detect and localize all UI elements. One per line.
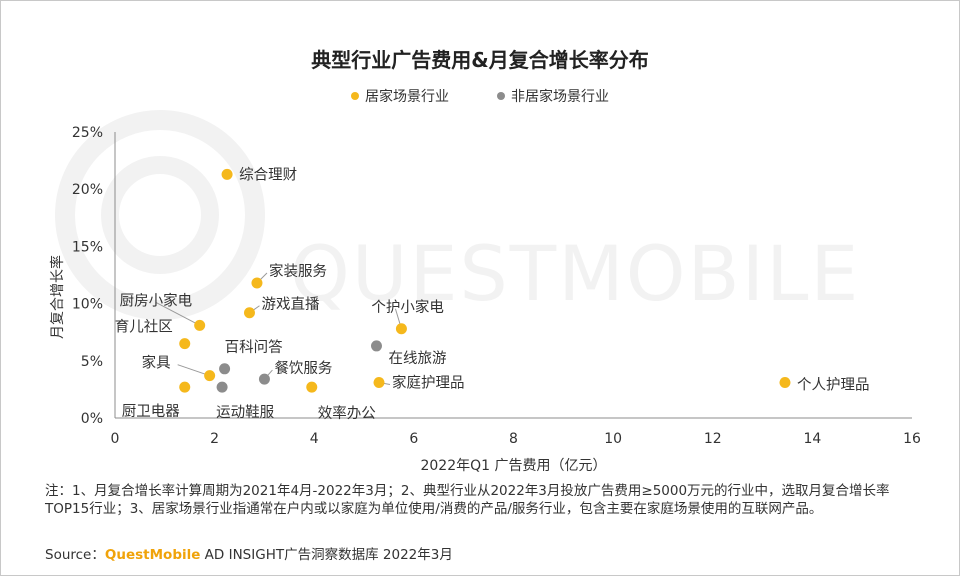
x-tick-label: 16 xyxy=(903,431,921,447)
data-label: 在线旅游 xyxy=(389,350,447,367)
source-prefix: Source： xyxy=(45,547,105,563)
leader-line xyxy=(155,301,200,326)
data-point xyxy=(216,381,228,393)
legend-label-home: 居家场景行业 xyxy=(365,89,449,105)
data-point xyxy=(779,377,791,389)
chart-axes: 0 2 4 6 8 10 12 14 16 0% 5% 10% 15% 20% 25% 2022年Q1 广告费… xyxy=(49,125,921,474)
data-point xyxy=(219,363,231,375)
x-tick-label: 2 xyxy=(210,431,219,447)
data-label: 百科问答 xyxy=(225,339,283,356)
watermark-text: QUESTMOBILE xyxy=(290,229,860,318)
data-point xyxy=(221,168,233,180)
watermark-ring-outer xyxy=(55,110,265,320)
x-tick-label: 0 xyxy=(111,431,120,447)
x-tick-label: 12 xyxy=(704,431,722,447)
data-label: 个人护理品 xyxy=(797,377,870,394)
x-axis-label: 2022年Q1 广告费用（亿元） xyxy=(420,458,606,474)
data-point xyxy=(251,277,263,289)
x-tick-label: 10 xyxy=(604,431,622,447)
legend-marker-home xyxy=(351,92,359,100)
leader-line xyxy=(177,364,210,377)
chart-title: 典型行业广告费用&月复合增长率分布 xyxy=(311,48,649,72)
data-point xyxy=(204,370,216,382)
data-point xyxy=(258,373,270,385)
chart-footnote: 注：1、月复合增长率计算周期为2021年4月-2022年3月；2、典型行业从20… xyxy=(45,483,890,517)
data-label: 运动鞋服 xyxy=(216,404,274,421)
data-point xyxy=(179,338,191,350)
scatter-chart: QUESTMOBILE 0 2 4 6 8 10 12 14 16 0% 5% 10% 15% 20% 25… xyxy=(49,110,921,474)
y-tick-label: 20% xyxy=(72,182,103,198)
data-label: 育儿社区 xyxy=(115,319,173,336)
data-label: 家装服务 xyxy=(269,263,327,280)
x-tick-label: 8 xyxy=(509,431,518,447)
data-point xyxy=(306,381,318,393)
data-point xyxy=(395,323,407,335)
watermark-ring-inner xyxy=(101,156,219,274)
legend-item-non-home: 非居家场景行业 xyxy=(497,86,609,106)
y-tick-label: 15% xyxy=(72,239,103,255)
y-tick-label: 25% xyxy=(72,125,103,141)
data-label: 游戏直播 xyxy=(261,296,319,313)
legend-label-non-home: 非居家场景行业 xyxy=(511,89,609,105)
chart-source: Source：QuestMobile AD INSIGHT广告洞察数据库 202… xyxy=(45,543,453,563)
legend-marker-non-home xyxy=(497,92,505,100)
data-label: 厨房小家电 xyxy=(120,292,192,309)
source-rest: AD INSIGHT广告洞察数据库 2022年3月 xyxy=(200,547,453,563)
x-tick-label: 4 xyxy=(310,431,319,447)
source-brand: QuestMobile xyxy=(104,547,201,563)
data-point xyxy=(373,377,385,389)
x-tick-label: 14 xyxy=(803,431,821,447)
x-tick-label: 6 xyxy=(409,431,418,447)
y-axis-label: 月复合增长率 xyxy=(49,255,66,339)
data-label: 家庭护理品 xyxy=(392,375,465,392)
legend-item-home: 居家场景行业 xyxy=(351,86,449,106)
data-label: 厨卫电器 xyxy=(122,403,180,420)
data-label: 家具 xyxy=(142,355,171,372)
data-label: 综合理财 xyxy=(239,166,297,183)
data-point xyxy=(194,319,206,331)
y-tick-label: 10% xyxy=(72,297,103,313)
chart-legend: 居家场景行业 非居家场景行业 xyxy=(0,86,960,106)
data-label: 效率办公 xyxy=(318,405,376,422)
y-tick-label: 0% xyxy=(81,411,103,427)
data-point xyxy=(179,381,191,393)
data-point xyxy=(371,340,383,352)
y-tick-label: 5% xyxy=(81,354,103,370)
data-label: 个护小家电 xyxy=(371,299,444,316)
data-point xyxy=(243,307,255,319)
questmobile-watermark: QUESTMOBILE xyxy=(55,110,860,320)
data-label: 餐饮服务 xyxy=(274,360,332,377)
